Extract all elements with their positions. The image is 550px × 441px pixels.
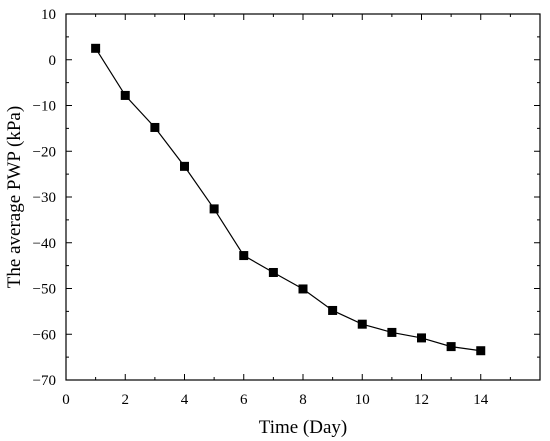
data-point-marker [239, 251, 249, 261]
data-point-marker [387, 327, 397, 337]
data-point-marker [446, 342, 456, 352]
x-tick-label: 0 [62, 392, 70, 408]
x-axis-title: Time (Day) [259, 417, 348, 438]
x-tick-label: 12 [414, 392, 429, 408]
plot-frame [65, 13, 541, 381]
x-tick-label: 14 [473, 392, 489, 408]
x-tick-label: 6 [240, 392, 248, 408]
y-tick-label: −10 [33, 99, 56, 115]
data-point-marker [180, 161, 189, 171]
y-tick-label: −60 [33, 327, 56, 343]
data-point-marker [357, 319, 367, 329]
y-tick-label: −40 [33, 236, 56, 252]
data-point-marker [150, 122, 160, 132]
y-tick-label: 10 [41, 7, 56, 23]
data-point-marker [417, 333, 426, 343]
series-line [95, 47, 481, 352]
data-point-marker [328, 305, 338, 315]
y-tick-label: 0 [49, 53, 57, 69]
data-point-marker [91, 43, 101, 53]
y-tick-label: −20 [33, 144, 56, 160]
data-point-marker [298, 284, 308, 294]
x-tick-label: 4 [181, 392, 189, 408]
data-point-marker [268, 267, 278, 277]
y-tick-label: −50 [33, 282, 56, 298]
y-tick-label: −70 [33, 373, 56, 389]
y-axis-title: The average PWP (kPa) [4, 106, 25, 288]
x-tick-label: 2 [122, 392, 130, 408]
y-tick-label: −30 [33, 190, 56, 206]
x-tick-label: 8 [299, 392, 307, 408]
data-point-marker [120, 90, 130, 100]
data-point-marker [476, 346, 486, 356]
x-tick-label: 10 [355, 392, 370, 408]
data-point-marker [209, 204, 219, 214]
